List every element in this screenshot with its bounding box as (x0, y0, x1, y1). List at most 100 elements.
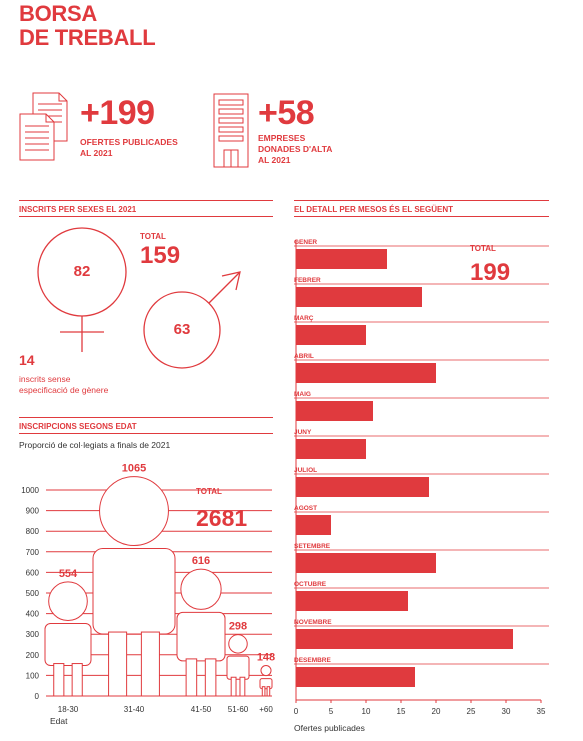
month-bar (296, 477, 429, 497)
companies-label-line-1: EMPRESES (258, 133, 306, 143)
age-person-body (259, 678, 273, 690)
age-y-tick-label: 100 (26, 671, 40, 680)
age-data-label: 148 (257, 652, 275, 664)
month-bar (296, 401, 373, 421)
age-person-mark (226, 634, 250, 697)
month-x-tick-label: 5 (329, 707, 334, 716)
month-category-label: DESEMBRE (294, 657, 332, 664)
age-person-mark (44, 581, 92, 697)
month-category-label: GENER (294, 239, 317, 246)
age-y-tick-label: 1000 (21, 486, 39, 495)
age-y-tick-label: 900 (26, 507, 40, 516)
offers-label-line-2: AL 2021 (80, 148, 113, 158)
age-person-head (99, 476, 169, 546)
month-bar (296, 629, 513, 649)
age-y-tick-label: 800 (26, 527, 40, 536)
sexes-total-value: 159 (140, 242, 181, 269)
month-category-label: SETEMBRE (294, 543, 331, 550)
age-y-tick-label: 300 (26, 630, 40, 639)
companies-label-line-3: AL 2021 (258, 155, 291, 165)
offers-kpi-label: OFERTES PUBLICADES AL 2021 (80, 137, 178, 159)
offers-kpi-value: +199 (80, 94, 155, 132)
age-person-mark (176, 568, 226, 697)
sexes-bottom-rule (19, 216, 273, 217)
month-category-label: NOVEMBRE (294, 619, 332, 626)
month-x-tick-label: 25 (467, 707, 476, 716)
month-bar (296, 591, 408, 611)
age-data-label: 1065 (122, 463, 146, 475)
age-person-leg (140, 631, 160, 697)
age-y-tick-label: 0 (35, 692, 40, 701)
age-person-leg (261, 686, 266, 697)
age-data-label: 298 (229, 621, 247, 633)
title-line-1: BORSA (19, 1, 97, 26)
month-category-label: JULIOL (294, 467, 317, 474)
age-y-tick-label: 600 (26, 568, 40, 577)
month-category-label: OCTUBRE (294, 581, 327, 588)
age-person-leg (185, 658, 198, 697)
age-person-body (176, 611, 226, 662)
age-person-body (226, 655, 250, 680)
month-x-tick-label: 35 (537, 707, 546, 716)
unspecified-caption: inscrits sense especificació de gènere (19, 374, 108, 396)
month-x-tick-label: 15 (397, 707, 406, 716)
ages-bottom-rule (19, 433, 273, 434)
age-person-body (92, 547, 176, 635)
companies-label-line-2: DONADES D'ALTA (258, 144, 333, 154)
months-heading: EL DETALL PER MESOS ÉS EL SEGÜENT (294, 205, 453, 214)
companies-kpi-value: +58 (258, 94, 315, 132)
ages-heading: INSCRIPCIONS SEGONS EDAT (19, 422, 137, 431)
age-data-label: 616 (192, 555, 210, 567)
companies-kpi-label: EMPRESES DONADES D'ALTA AL 2021 (258, 133, 332, 166)
ages-total-label: TOTAL (196, 487, 222, 496)
age-person-head (260, 665, 272, 677)
month-bar (296, 439, 366, 459)
age-y-tick-label: 500 (26, 589, 40, 598)
month-x-tick-label: 20 (432, 707, 441, 716)
month-bar (296, 553, 436, 573)
male-symbol-icon (143, 271, 241, 369)
age-person-leg (230, 676, 237, 697)
month-category-label: MARÇ (294, 315, 314, 322)
month-category-label: FEBRER (294, 277, 321, 284)
unspecified-line-2: especificació de gènere (19, 385, 109, 395)
age-person-leg (71, 663, 83, 697)
ages-top-rule (19, 417, 273, 418)
month-category-label: ABRIL (294, 353, 314, 360)
ages-total-value: 2681 (196, 505, 248, 531)
age-category-label: 51-60 (228, 705, 249, 714)
age-person-body (44, 623, 92, 667)
documents-icon (19, 92, 68, 161)
ages-subtitle: Proporció de col·legiats a finals de 202… (19, 440, 171, 450)
months-bottom-rule (294, 216, 549, 217)
month-x-tick-label: 30 (502, 707, 511, 716)
age-data-label: 554 (59, 568, 78, 580)
month-bar (296, 287, 422, 307)
age-category-label: +60 (259, 705, 273, 714)
offers-label-line-1: OFERTES PUBLICADES (80, 137, 178, 147)
age-person-mark (259, 665, 273, 697)
building-icon (213, 93, 249, 168)
age-y-tick-label: 200 (26, 651, 40, 660)
age-person-head (228, 634, 248, 654)
age-person-mark (92, 476, 176, 697)
month-x-tick-label: 10 (362, 707, 371, 716)
female-count: 82 (73, 263, 91, 280)
age-person-leg (204, 658, 217, 697)
age-category-label: 18-30 (58, 705, 79, 714)
ages-x-axis-label: Edat (50, 716, 68, 726)
month-category-label: AGOST (294, 505, 317, 512)
female-symbol-icon (37, 227, 127, 352)
month-x-tick-label: 0 (294, 707, 299, 716)
months-total-value: 199 (470, 259, 511, 286)
sexes-total-label: TOTAL (140, 232, 166, 241)
month-category-label: JUNY (294, 429, 312, 436)
age-category-label: 31-40 (124, 705, 145, 714)
unspecified-line-1: inscrits sense (19, 374, 71, 384)
months-total-label: TOTAL (470, 244, 496, 253)
age-person-leg (53, 663, 65, 697)
sexes-top-rule (19, 200, 273, 201)
